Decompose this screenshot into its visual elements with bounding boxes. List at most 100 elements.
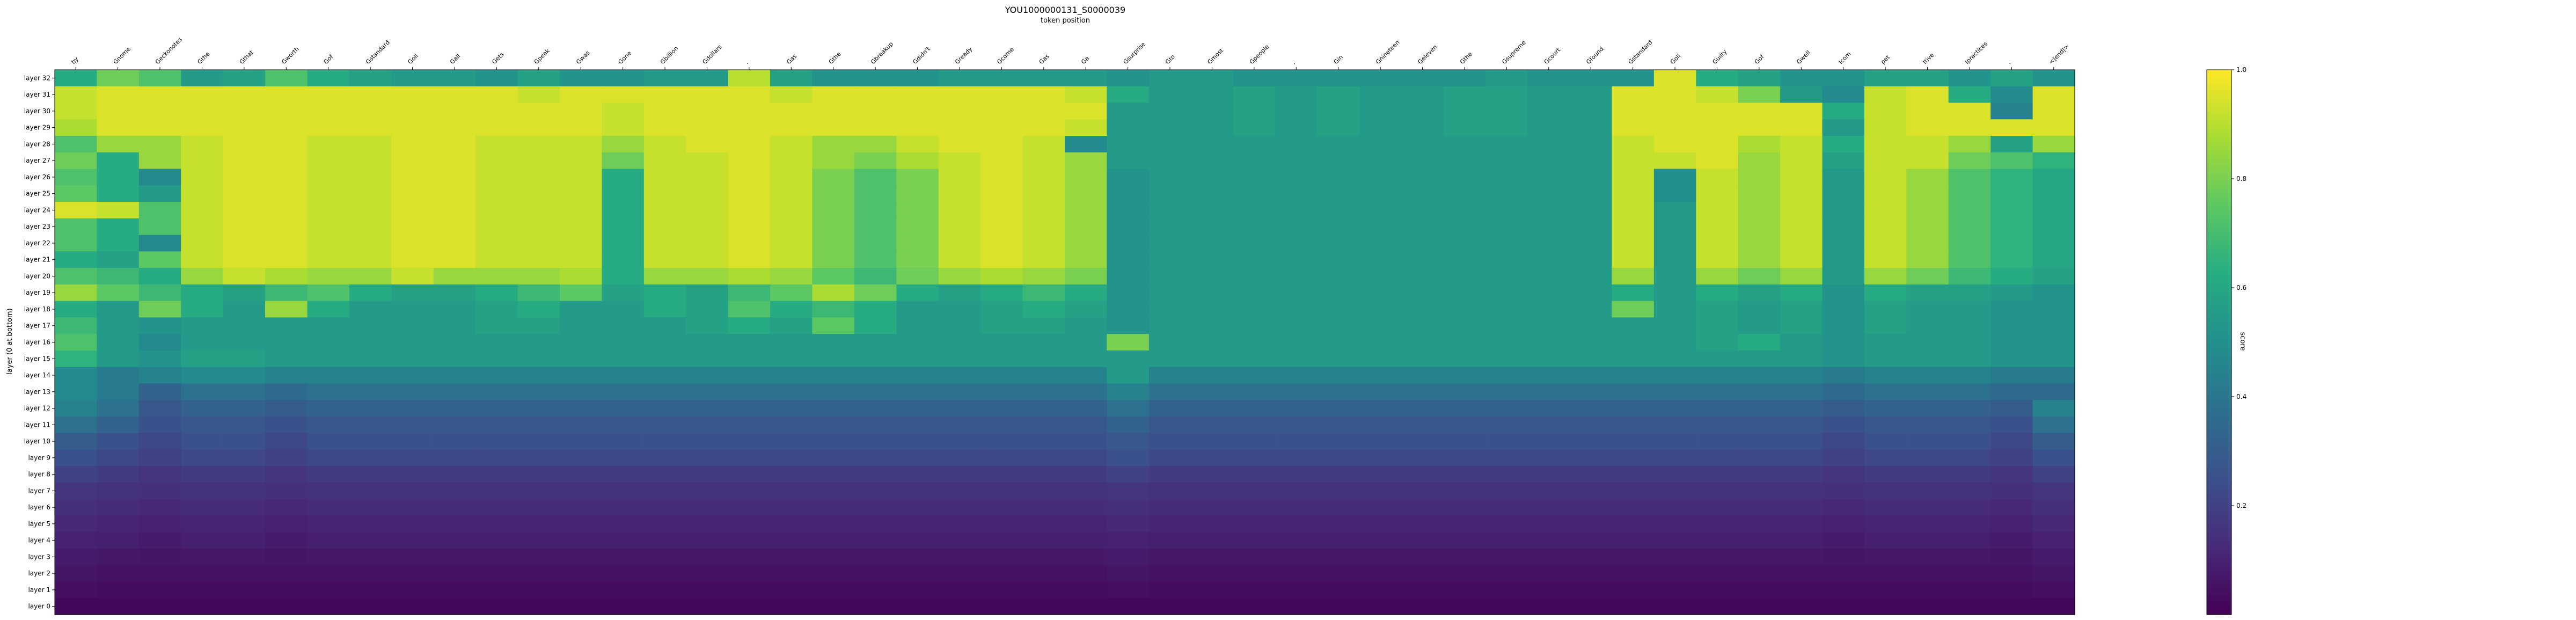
heatmap-cell bbox=[1191, 152, 1234, 170]
heatmap-cell bbox=[1906, 433, 1949, 450]
heatmap-cell bbox=[1148, 268, 1191, 285]
heatmap-cell bbox=[1780, 70, 1823, 87]
heatmap-cell bbox=[728, 334, 771, 351]
heatmap-cell bbox=[812, 581, 855, 599]
y-tick-label: layer 13 bbox=[24, 388, 50, 396]
heatmap-cell bbox=[1107, 334, 1150, 351]
heatmap-cell bbox=[1612, 449, 1655, 466]
heatmap-cell bbox=[1822, 70, 1865, 87]
heatmap-cell bbox=[1822, 499, 1865, 516]
heatmap-cell bbox=[1022, 400, 1065, 417]
heatmap-cell bbox=[1401, 218, 1444, 236]
heatmap-cell bbox=[1738, 301, 1781, 318]
heatmap-cell bbox=[686, 350, 729, 368]
heatmap-cell bbox=[938, 598, 981, 615]
heatmap-cell bbox=[1359, 581, 1402, 599]
heatmap-cell bbox=[770, 598, 813, 615]
heatmap-cell bbox=[980, 86, 1023, 104]
heatmap-cell bbox=[770, 433, 813, 450]
heatmap-cell bbox=[728, 119, 771, 136]
heatmap-cell bbox=[55, 416, 98, 434]
heatmap-cell bbox=[55, 86, 98, 104]
heatmap-cell bbox=[1107, 185, 1150, 202]
heatmap-cell bbox=[475, 482, 518, 500]
heatmap-cell bbox=[138, 499, 181, 516]
heatmap-cell bbox=[1570, 235, 1613, 252]
heatmap-cell bbox=[1443, 202, 1486, 219]
heatmap-cell bbox=[1485, 383, 1528, 400]
heatmap-cell bbox=[223, 86, 266, 104]
heatmap-cell bbox=[1148, 103, 1191, 120]
heatmap-cell bbox=[475, 433, 518, 450]
x-tick-label: Geckonotes bbox=[154, 36, 184, 65]
heatmap-cell bbox=[1191, 301, 1234, 318]
heatmap-cell bbox=[728, 449, 771, 466]
heatmap-cell bbox=[1065, 383, 1108, 400]
heatmap-cell bbox=[349, 251, 392, 268]
heatmap-cell bbox=[1191, 103, 1234, 120]
heatmap-cell bbox=[1485, 581, 1528, 599]
heatmap-cell bbox=[602, 185, 645, 202]
heatmap-cell bbox=[265, 466, 308, 483]
heatmap-cell bbox=[770, 70, 813, 87]
heatmap-cell bbox=[1527, 218, 1570, 236]
heatmap-cell bbox=[1780, 268, 1823, 285]
heatmap-cell bbox=[1148, 598, 1191, 615]
heatmap-cell bbox=[2032, 466, 2075, 483]
heatmap-cell bbox=[686, 499, 729, 516]
heatmap-cell bbox=[181, 416, 224, 434]
heatmap-cell bbox=[307, 86, 350, 104]
heatmap-cell bbox=[1191, 367, 1234, 384]
heatmap-cell bbox=[938, 185, 981, 202]
heatmap-cell bbox=[475, 235, 518, 252]
heatmap-cell bbox=[1822, 416, 1865, 434]
heatmap-cell bbox=[391, 532, 434, 549]
heatmap-cell bbox=[1527, 416, 1570, 434]
heatmap-cell bbox=[728, 466, 771, 483]
heatmap-cell bbox=[1359, 334, 1402, 351]
heatmap-cell bbox=[1780, 383, 1823, 400]
heatmap-cell bbox=[1527, 202, 1570, 219]
heatmap-cell bbox=[181, 284, 224, 302]
heatmap-cell bbox=[2032, 581, 2075, 599]
heatmap-cell bbox=[1948, 152, 1991, 170]
heatmap-cell bbox=[1653, 383, 1696, 400]
heatmap-cell bbox=[55, 350, 98, 368]
heatmap-cell bbox=[1906, 152, 1949, 170]
heatmap-cell bbox=[1233, 317, 1276, 334]
heatmap-cell bbox=[265, 598, 308, 615]
heatmap-cell bbox=[223, 334, 266, 351]
heatmap-cell bbox=[1822, 482, 1865, 500]
heatmap-cell bbox=[181, 136, 224, 153]
heatmap-cell bbox=[1864, 218, 1907, 236]
heatmap-cell bbox=[475, 70, 518, 87]
heatmap-cell bbox=[1359, 383, 1402, 400]
heatmap-cell bbox=[223, 581, 266, 599]
heatmap-cell bbox=[1906, 598, 1949, 615]
heatmap-cell bbox=[1022, 334, 1065, 351]
y-tick-label: layer 26 bbox=[24, 173, 50, 181]
heatmap-cell bbox=[97, 383, 140, 400]
heatmap-cell bbox=[517, 86, 560, 104]
heatmap-cell bbox=[1317, 70, 1360, 87]
heatmap-cell bbox=[1107, 416, 1150, 434]
heatmap-cell bbox=[1906, 218, 1949, 236]
heatmap-cell bbox=[1359, 301, 1402, 318]
heatmap-cell bbox=[475, 119, 518, 136]
heatmap-cell bbox=[223, 202, 266, 219]
heatmap-cell bbox=[1107, 350, 1150, 368]
heatmap-cell bbox=[643, 284, 686, 302]
heatmap-cell bbox=[265, 565, 308, 582]
heatmap-cell bbox=[1570, 185, 1613, 202]
heatmap-cell bbox=[728, 532, 771, 549]
heatmap-cell bbox=[602, 383, 645, 400]
heatmap-cell bbox=[1022, 482, 1065, 500]
heatmap-cell bbox=[1443, 466, 1486, 483]
heatmap-cell bbox=[1822, 169, 1865, 186]
heatmap-cell bbox=[1148, 449, 1191, 466]
heatmap-cell bbox=[686, 152, 729, 170]
heatmap-cell bbox=[1738, 119, 1781, 136]
heatmap-cell bbox=[1317, 598, 1360, 615]
heatmap-cell bbox=[1906, 317, 1949, 334]
heatmap-cell bbox=[1864, 136, 1907, 153]
